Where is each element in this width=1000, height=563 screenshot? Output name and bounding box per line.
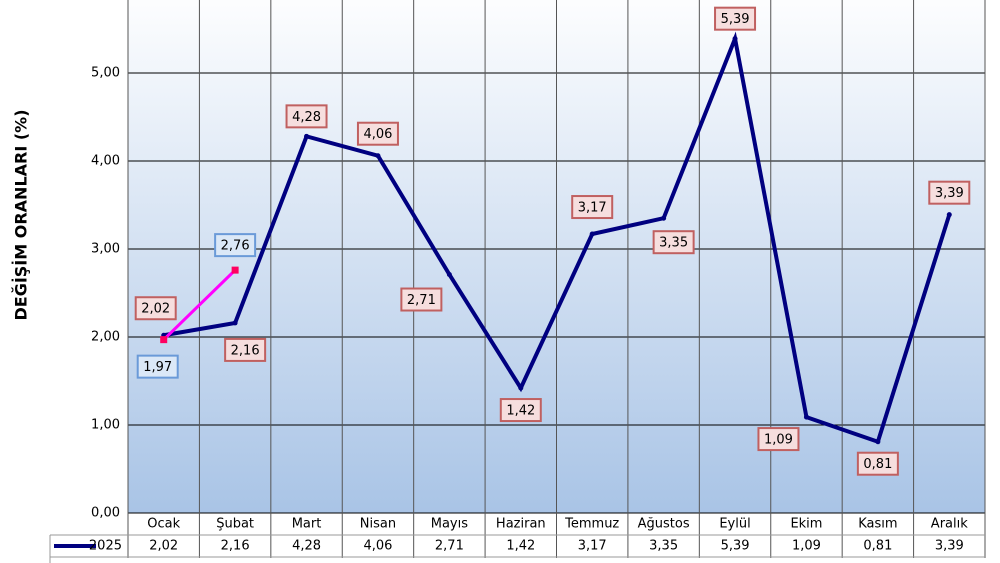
point-marker — [661, 215, 667, 221]
data-label-box — [856, 451, 899, 476]
table-value: 2,71 — [435, 539, 464, 554]
point-marker — [518, 385, 524, 391]
x-tick-label: Kasım — [858, 517, 897, 532]
y-tick-label: 0,00 — [91, 506, 120, 521]
table-value: 0,81 — [863, 539, 892, 554]
data-label: 3,35 — [659, 236, 688, 251]
data-label: 5,39 — [721, 12, 750, 27]
y-tick-label: 4,00 — [91, 154, 120, 169]
x-tick-label: Mayıs — [431, 517, 468, 532]
series-line — [163, 31, 952, 445]
x-tick-label: Ağustos — [638, 517, 690, 532]
data-label: 2,76 — [221, 239, 250, 254]
data-label-box — [356, 121, 399, 146]
y-tick-label: 3,00 — [91, 242, 120, 257]
data-label-box — [928, 180, 971, 205]
data-label: 2,02 — [141, 302, 170, 317]
y-axis-title: DEĞİŞİM ORANLARI (%) — [12, 109, 31, 320]
data-label-box — [136, 354, 179, 379]
table-value: 2,02 — [149, 539, 178, 554]
table-value: 1,42 — [506, 539, 535, 554]
x-tick-label: Mart — [292, 517, 322, 532]
data-label-box — [757, 427, 800, 452]
data-label-box — [285, 104, 328, 129]
point-marker — [231, 266, 239, 274]
table-value: 4,06 — [363, 539, 392, 554]
y-tick-label: 2,00 — [91, 330, 120, 345]
x-tick-label: Nisan — [360, 517, 396, 532]
data-label-box — [400, 287, 443, 312]
data-label: 3,17 — [578, 201, 607, 216]
table-value: 5,39 — [721, 539, 750, 554]
x-tick-label: Aralık — [931, 517, 968, 532]
data-label-box — [214, 233, 257, 258]
series-line — [162, 269, 237, 341]
table-value: 3,35 — [649, 539, 678, 554]
point-marker — [803, 414, 809, 420]
data-label-box — [224, 337, 267, 362]
data-label-box — [652, 230, 695, 255]
data-label: 0,81 — [863, 457, 892, 472]
data-label-box — [714, 6, 757, 31]
x-tick-label: Eylül — [719, 517, 750, 532]
data-label: 1,42 — [506, 404, 535, 419]
table-value: 3,39 — [935, 539, 964, 554]
point-marker — [160, 336, 168, 344]
point-marker — [589, 231, 595, 237]
data-label: 3,39 — [935, 186, 964, 201]
data-label: 4,06 — [363, 127, 392, 142]
data-label-box — [571, 195, 614, 220]
data-label: 1,97 — [143, 360, 172, 375]
point-marker — [946, 212, 952, 218]
data-label-box — [499, 398, 542, 423]
point-marker — [446, 272, 452, 278]
point-marker — [232, 320, 238, 326]
x-tick-label: Şubat — [216, 517, 254, 532]
table-value: 2,16 — [221, 539, 250, 554]
point-marker — [875, 439, 881, 445]
x-tick-label: Ekim — [790, 517, 822, 532]
table-value: 1,09 — [792, 539, 821, 554]
x-tick-label: Ocak — [147, 517, 180, 532]
data-label: 2,16 — [231, 343, 260, 358]
data-label: 2,71 — [407, 293, 436, 308]
legend-label: 2025 — [89, 539, 122, 554]
point-marker — [732, 36, 738, 42]
x-tick-label: Haziran — [496, 517, 546, 532]
point-marker — [304, 133, 310, 139]
data-label-box — [134, 296, 177, 321]
data-label: 4,28 — [292, 110, 321, 125]
point-marker — [375, 153, 381, 159]
table-value: 4,28 — [292, 539, 321, 554]
x-tick-label: Temmuz — [564, 517, 619, 532]
table-value: 3,17 — [578, 539, 607, 554]
y-tick-label: 1,00 — [91, 418, 120, 433]
y-tick-label: 5,00 — [91, 66, 120, 81]
data-label: 1,09 — [764, 433, 793, 448]
